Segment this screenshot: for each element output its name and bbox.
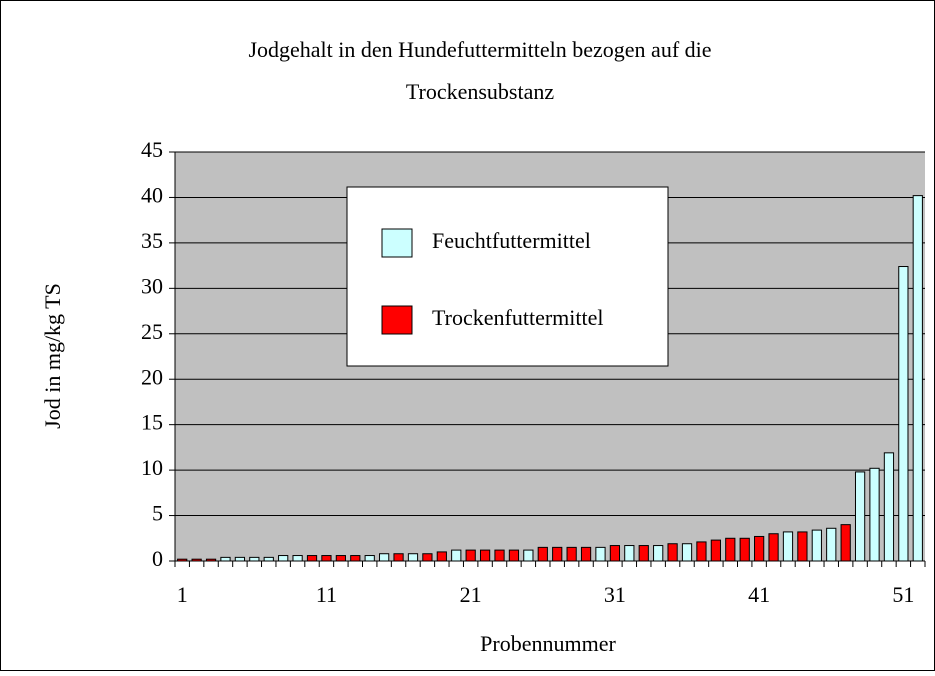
x-axis-label: Probennummer (480, 631, 616, 656)
bar (234, 556, 246, 562)
bar (883, 452, 895, 562)
y-tick-label: 5 (152, 501, 163, 526)
bar (710, 539, 721, 562)
bar (249, 556, 260, 562)
bar (407, 553, 419, 562)
bar (321, 555, 332, 562)
bar (177, 558, 188, 562)
bar (537, 546, 548, 562)
legend-swatch (381, 228, 413, 258)
bar (854, 471, 866, 562)
bar (335, 555, 346, 562)
bar (653, 545, 664, 562)
bar (552, 546, 563, 562)
bar (811, 529, 822, 562)
y-tick-label: 35 (141, 228, 163, 253)
bar (826, 527, 837, 562)
bar (797, 531, 808, 562)
bar (494, 549, 505, 562)
bar (278, 555, 289, 562)
y-tick-label: 40 (141, 182, 163, 207)
legend-label: Feuchtfuttermittel (432, 228, 591, 253)
bar (220, 556, 231, 562)
bar (479, 549, 491, 562)
y-tick-label: 0 (152, 546, 163, 571)
legend-box (346, 186, 669, 367)
bar (451, 549, 462, 562)
bar (638, 545, 649, 562)
bar (422, 553, 433, 562)
y-axis-label: Jod in mg/kg TS (40, 283, 65, 429)
bar (681, 543, 693, 562)
x-tick-label: 11 (316, 582, 337, 607)
bar (393, 553, 404, 562)
bar (739, 537, 750, 562)
y-tick-label: 30 (141, 273, 163, 298)
bar (898, 266, 909, 562)
bar (782, 531, 794, 562)
bar (912, 195, 923, 562)
bar (768, 533, 779, 562)
chart-title: Jodgehalt in den Hundefuttermitteln bezo… (248, 37, 711, 62)
chart-subtitle: Trockensubstanz (406, 79, 555, 104)
bar (667, 543, 678, 562)
marks (169, 151, 926, 567)
bar (191, 558, 202, 562)
bar (292, 555, 303, 562)
x-tick-label: 21 (460, 582, 482, 607)
bar (840, 524, 851, 562)
bar (609, 545, 621, 562)
bar (205, 558, 217, 562)
y-tick-label: 10 (141, 455, 163, 480)
x-tick-label: 41 (748, 582, 770, 607)
bar (465, 549, 476, 562)
bar (306, 555, 318, 562)
bar (595, 546, 606, 562)
y-tick-label: 25 (141, 319, 163, 344)
x-tick-label: 51 (892, 582, 914, 607)
bar (725, 537, 736, 562)
bar (624, 545, 635, 562)
legend-label: Trockenfuttermittel (432, 305, 604, 330)
y-tick-label: 45 (141, 137, 163, 162)
bar (754, 535, 765, 562)
x-tick-label: 31 (604, 582, 626, 607)
bar (696, 541, 707, 562)
y-tick-label: 20 (141, 364, 163, 389)
bar (379, 553, 390, 562)
bar (523, 549, 534, 562)
bar (869, 467, 880, 562)
bar (580, 546, 592, 562)
y-tick-label: 15 (141, 410, 163, 435)
legend-swatch (381, 305, 413, 335)
bar (364, 555, 375, 562)
bar (350, 555, 361, 562)
bar (566, 546, 577, 562)
bar (263, 556, 274, 562)
x-tick-label: 1 (177, 582, 188, 607)
bar (436, 551, 447, 562)
bar (508, 549, 520, 562)
